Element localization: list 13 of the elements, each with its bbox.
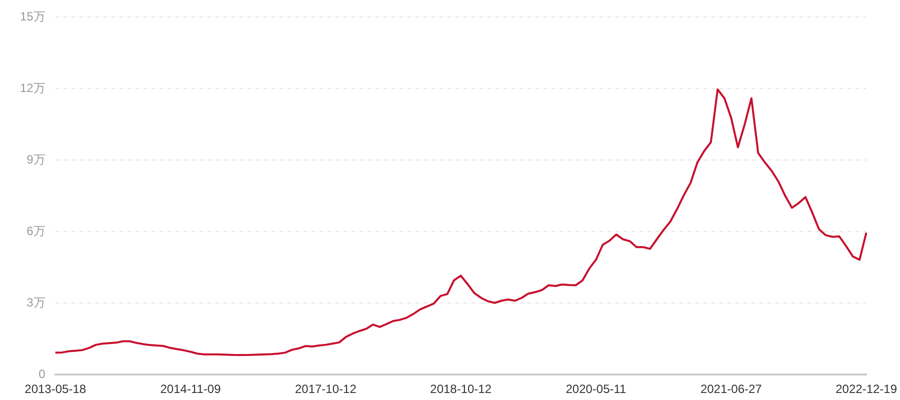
x-tick-label: 2020-05-11 bbox=[566, 382, 627, 396]
y-tick-label: 6万 bbox=[26, 224, 46, 238]
x-tick-label: 2013-05-18 bbox=[24, 382, 86, 396]
x-tick-label: 2021-06-27 bbox=[700, 382, 762, 396]
y-tick-label: 15万 bbox=[20, 10, 46, 24]
x-tick-label: 2018-10-12 bbox=[430, 382, 492, 396]
y-tick-label: 0 bbox=[38, 366, 46, 381]
x-tick-label: 2014-11-09 bbox=[160, 382, 222, 396]
x-tick-label: 2022-12-19 bbox=[836, 382, 898, 396]
y-tick-label: 3万 bbox=[26, 295, 46, 310]
x-tick-label: 2017-10-12 bbox=[294, 382, 357, 396]
y-tick-label: 12万 bbox=[20, 80, 46, 95]
y-tick-label: 9万 bbox=[26, 152, 46, 166]
